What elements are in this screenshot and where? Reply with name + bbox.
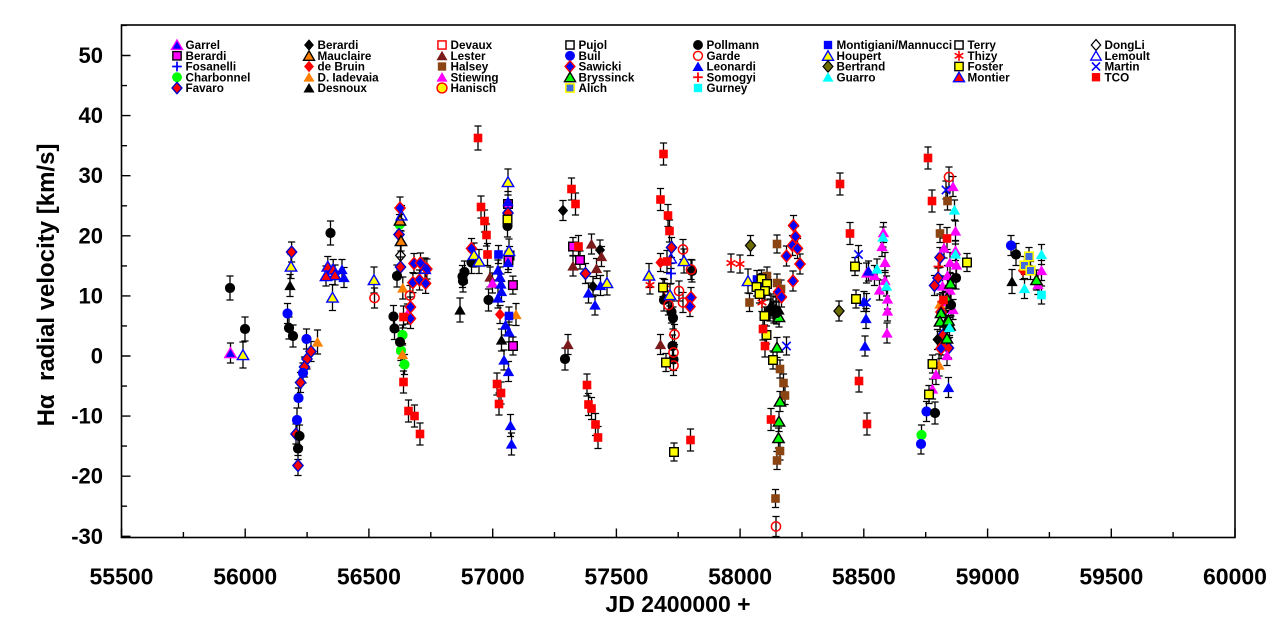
svg-text:Halsey: Halsey bbox=[451, 61, 489, 74]
svg-text:Montier: Montier bbox=[968, 71, 1011, 84]
svg-text:Hanisch: Hanisch bbox=[451, 82, 496, 95]
svg-text:Desnoux: Desnoux bbox=[318, 82, 368, 95]
svg-text:-10: -10 bbox=[71, 404, 103, 429]
svg-text:0: 0 bbox=[91, 344, 103, 369]
svg-text:Guarro: Guarro bbox=[837, 71, 876, 84]
svg-text:57000: 57000 bbox=[461, 564, 525, 590]
svg-text:Alich: Alich bbox=[579, 82, 608, 95]
svg-text:Garde: Garde bbox=[707, 50, 741, 63]
svg-text:Leonardi: Leonardi bbox=[707, 61, 756, 74]
svg-text:de Bruin: de Bruin bbox=[318, 61, 365, 74]
svg-text:58500: 58500 bbox=[832, 564, 896, 590]
svg-text:Sawicki: Sawicki bbox=[579, 61, 622, 74]
svg-text:Bryssinck: Bryssinck bbox=[579, 71, 635, 84]
svg-text:Lester: Lester bbox=[451, 50, 487, 63]
svg-text:50: 50 bbox=[79, 43, 103, 68]
svg-text:Bertrand: Bertrand bbox=[837, 61, 886, 74]
svg-text:40: 40 bbox=[79, 103, 103, 128]
svg-text:TCO: TCO bbox=[1105, 71, 1130, 84]
svg-text:Martin: Martin bbox=[1105, 61, 1140, 74]
svg-text:57500: 57500 bbox=[584, 564, 648, 590]
svg-text:JD 2400000 +: JD 2400000 + bbox=[605, 591, 750, 617]
svg-text:Mauclaire: Mauclaire bbox=[318, 50, 372, 63]
svg-text:Garrel: Garrel bbox=[186, 39, 220, 52]
svg-text:55500: 55500 bbox=[90, 564, 154, 590]
svg-text:-30: -30 bbox=[71, 524, 103, 549]
svg-text:D. Iadevaia: D. Iadevaia bbox=[318, 71, 380, 84]
svg-text:Foster: Foster bbox=[968, 61, 1004, 74]
svg-text:20: 20 bbox=[79, 223, 103, 248]
svg-text:Thizy: Thizy bbox=[968, 50, 998, 63]
svg-text:Pujol: Pujol bbox=[579, 39, 608, 52]
svg-text:Lemoult: Lemoult bbox=[1105, 50, 1151, 63]
svg-text:-20: -20 bbox=[71, 464, 103, 489]
svg-text:56500: 56500 bbox=[337, 564, 401, 590]
svg-text:Berardi: Berardi bbox=[186, 50, 227, 63]
svg-text:Devaux: Devaux bbox=[451, 39, 493, 52]
svg-text:30: 30 bbox=[79, 163, 103, 188]
svg-text:59000: 59000 bbox=[956, 564, 1020, 590]
svg-text:10: 10 bbox=[79, 283, 103, 308]
svg-text:Pollmann: Pollmann bbox=[707, 39, 760, 52]
svg-text:Terry: Terry bbox=[968, 39, 997, 52]
svg-text:59500: 59500 bbox=[1079, 564, 1143, 590]
svg-text:Charbonnel: Charbonnel bbox=[186, 71, 251, 84]
svg-text:Fosanelli: Fosanelli bbox=[186, 61, 237, 74]
svg-text:58000: 58000 bbox=[708, 564, 772, 590]
svg-text:Buil: Buil bbox=[579, 50, 601, 63]
svg-text:Montigiani/Mannucci: Montigiani/Mannucci bbox=[837, 39, 953, 52]
svg-text:Berardi: Berardi bbox=[318, 39, 359, 52]
svg-text:60000: 60000 bbox=[1203, 564, 1267, 590]
svg-text:Hα radial velocity [km/s]: Hα radial velocity [km/s] bbox=[33, 144, 60, 427]
svg-text:56000: 56000 bbox=[213, 564, 277, 590]
svg-text:Houpert: Houpert bbox=[837, 50, 882, 63]
svg-text:Favaro: Favaro bbox=[186, 82, 224, 95]
svg-text:Somogyi: Somogyi bbox=[707, 71, 756, 84]
svg-text:Gurney: Gurney bbox=[707, 82, 748, 95]
svg-text:DongLi: DongLi bbox=[1105, 39, 1145, 52]
svg-text:Stiewing: Stiewing bbox=[451, 71, 499, 84]
